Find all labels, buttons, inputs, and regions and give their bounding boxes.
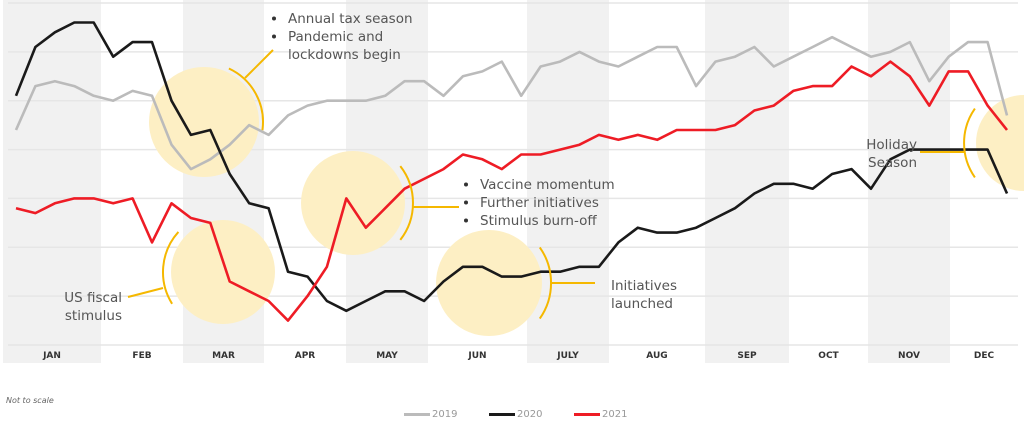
bullet-icon — [272, 34, 276, 39]
month-label-mar: MAR — [212, 351, 235, 361]
annotation-tax: Annual tax season Pandemic and lockdowns b… — [272, 11, 413, 63]
band-sep — [705, 0, 789, 363]
bullet-icon — [272, 16, 276, 21]
annotation-line: Holiday — [866, 137, 917, 153]
month-label-jun: JUN — [467, 351, 486, 361]
series-line-2020 — [14, 21, 1009, 313]
annotation-line: US fiscal — [64, 290, 122, 306]
annotation-line: Vaccine momentum — [480, 177, 615, 193]
annotation-vaccine: Vaccine momentum Further initiatives Stimu… — [464, 177, 615, 229]
legend-item-2020: 2020 — [489, 409, 542, 420]
annotation-line: Further initiatives — [480, 195, 599, 211]
highlight-circle — [301, 151, 405, 255]
annotation-line: Annual tax season — [288, 11, 413, 27]
highlight-circle — [436, 230, 542, 336]
series-line-2019 — [14, 35, 1009, 171]
callout-leader — [127, 287, 164, 298]
highlight-circle — [171, 220, 275, 324]
footnote-not-to-scale: Not to scale — [6, 396, 54, 405]
bullet-icon — [464, 218, 468, 223]
series-line-2021 — [15, 60, 1009, 322]
series-lines — [14, 21, 1009, 322]
legend-item-2021: 2021 — [574, 409, 627, 420]
band-nov — [868, 0, 950, 363]
month-label-aug: AUG — [646, 351, 667, 361]
line-chart: Annual tax season Pandemic and lockdowns b… — [3, 0, 1024, 363]
highlight-circle — [976, 95, 1024, 191]
annotation-line: Season — [868, 155, 917, 171]
callout-arc — [162, 231, 180, 305]
callout-leader — [244, 49, 274, 79]
annotation-line: Initiatives — [611, 278, 677, 294]
month-label-july: JULY — [556, 351, 579, 361]
legend-label-2021: 2021 — [602, 409, 628, 420]
legend-swatch-2019 — [404, 413, 430, 416]
legend-label-2020: 2020 — [517, 409, 543, 420]
month-label-apr: APR — [295, 351, 316, 361]
bullet-icon — [464, 200, 468, 205]
legend-swatch-2021 — [574, 413, 600, 416]
annotation-line: stimulus — [65, 308, 122, 324]
legend-item-2019: 2019 — [404, 409, 457, 420]
annotation-fiscal: US fiscal stimulus — [64, 290, 122, 324]
annotation-line: Stimulus burn-off — [480, 213, 597, 229]
annotation-line: lockdowns begin — [288, 47, 401, 63]
highlight-circles — [149, 67, 1024, 336]
band-jan — [3, 0, 101, 363]
legend: 2019 2020 2021 — [0, 409, 1024, 423]
annotation-holiday: Holiday Season — [866, 137, 917, 171]
annotation-line: launched — [611, 296, 673, 312]
month-label-dec: DEC — [974, 351, 995, 361]
month-label-sep: SEP — [737, 351, 757, 361]
annotation-initiatives: Initiatives launched — [611, 278, 677, 312]
callout-arc — [399, 165, 414, 241]
legend-label-2019: 2019 — [432, 409, 458, 420]
callout-arc — [228, 67, 264, 131]
annotation-line: Pandemic and — [288, 29, 383, 45]
callout-arc — [963, 108, 976, 178]
legend-swatch-2020 — [489, 413, 515, 416]
annotations: Annual tax season Pandemic and lockdowns b… — [64, 11, 917, 324]
month-label-feb: FEB — [132, 351, 151, 361]
month-label-nov: NOV — [898, 351, 920, 361]
callout-brackets — [127, 49, 976, 320]
month-label-may: MAY — [376, 351, 398, 361]
x-axis-month-labels: JAN FEB MAR APR MAY JUN JULY AUG SEP OCT NOV DEC — [42, 351, 994, 361]
month-label-oct: OCT — [818, 351, 839, 361]
month-label-jan: JAN — [42, 351, 61, 361]
bullet-icon — [464, 182, 468, 187]
